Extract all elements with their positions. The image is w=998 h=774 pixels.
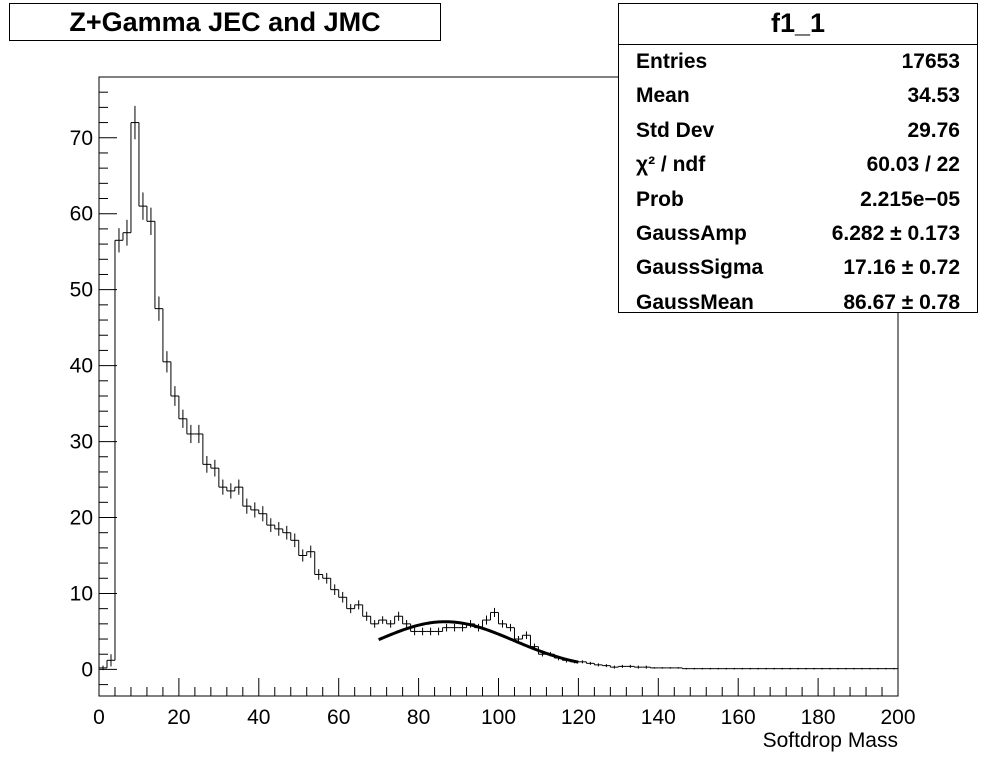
fit-layer xyxy=(378,620,579,664)
stats-row-gauss-amp: GaussAmp 6.282 ± 0.173 xyxy=(619,217,977,251)
stats-value: 86.67 ± 0.78 xyxy=(843,290,960,314)
chart-title: Z+Gamma JEC and JMC xyxy=(9,3,441,41)
stats-value: 29.76 xyxy=(907,118,960,142)
gaussian-fit-curve xyxy=(378,620,579,664)
x-tick-label: 20 xyxy=(167,706,190,729)
stats-row-chi2-ndf: χ² / ndf 60.03 / 22 xyxy=(619,148,977,182)
stats-value: 17.16 ± 0.72 xyxy=(843,256,960,280)
stats-row-gauss-sigma: GaussSigma 17.16 ± 0.72 xyxy=(619,251,977,285)
stats-label: GaussSigma xyxy=(636,256,764,280)
stats-value: 6.282 ± 0.173 xyxy=(831,221,960,245)
y-axis: 0 10 20 30 40 50 60 70 xyxy=(70,76,117,686)
x-tick-label: 200 xyxy=(880,706,915,729)
stats-value: 17653 xyxy=(901,50,960,73)
y-tick-label: 70 xyxy=(70,127,93,150)
y-tick-label: 60 xyxy=(70,203,93,226)
y-tick-label: 40 xyxy=(70,355,93,378)
stats-box: f1_1 Entries 17653 Mean 34.53 Std Dev 29… xyxy=(618,3,978,314)
stats-label: χ² / ndf xyxy=(636,153,706,177)
stats-row-gauss-mean: GaussMean 86.67 ± 0.78 xyxy=(619,286,977,320)
x-tick-label: 40 xyxy=(247,706,270,729)
stats-label: GaussAmp xyxy=(636,221,747,245)
stats-value: 34.53 xyxy=(907,84,960,108)
x-axis-title: Softdrop Mass xyxy=(763,729,898,752)
stats-label: GaussMean xyxy=(636,290,754,314)
y-tick-label: 0 xyxy=(81,658,93,681)
x-tick-label: 180 xyxy=(801,706,836,729)
y-tick-label: 50 xyxy=(70,279,93,302)
x-tick-label: 100 xyxy=(481,706,516,729)
stats-title: f1_1 xyxy=(619,4,977,45)
x-tick-label: 140 xyxy=(641,706,676,729)
stats-label: Std Dev xyxy=(636,118,715,142)
x-tick-label: 160 xyxy=(721,706,756,729)
stats-row-prob: Prob 2.215e−05 xyxy=(619,183,977,217)
x-tick-label: 120 xyxy=(561,706,596,729)
stats-row-std-dev: Std Dev 29.76 xyxy=(619,114,977,148)
stats-row-mean: Mean 34.53 xyxy=(619,79,977,113)
stats-value: 60.03 / 22 xyxy=(866,153,960,177)
x-tick-label: 60 xyxy=(327,706,350,729)
y-tick-label: 10 xyxy=(70,582,93,605)
stats-label: Entries xyxy=(636,50,708,73)
stats-label: Prob xyxy=(636,187,684,211)
x-tick-label: 0 xyxy=(93,706,105,729)
y-tick-label: 20 xyxy=(70,507,93,530)
stats-row-entries: Entries 17653 xyxy=(619,45,977,79)
stats-label: Mean xyxy=(636,84,690,108)
x-tick-label: 80 xyxy=(407,706,430,729)
x-axis: 0 20 40 60 80 100 120 140 160 180 200 xyxy=(93,678,916,729)
stats-value: 2.215e−05 xyxy=(860,187,960,211)
y-tick-label: 30 xyxy=(70,431,93,454)
